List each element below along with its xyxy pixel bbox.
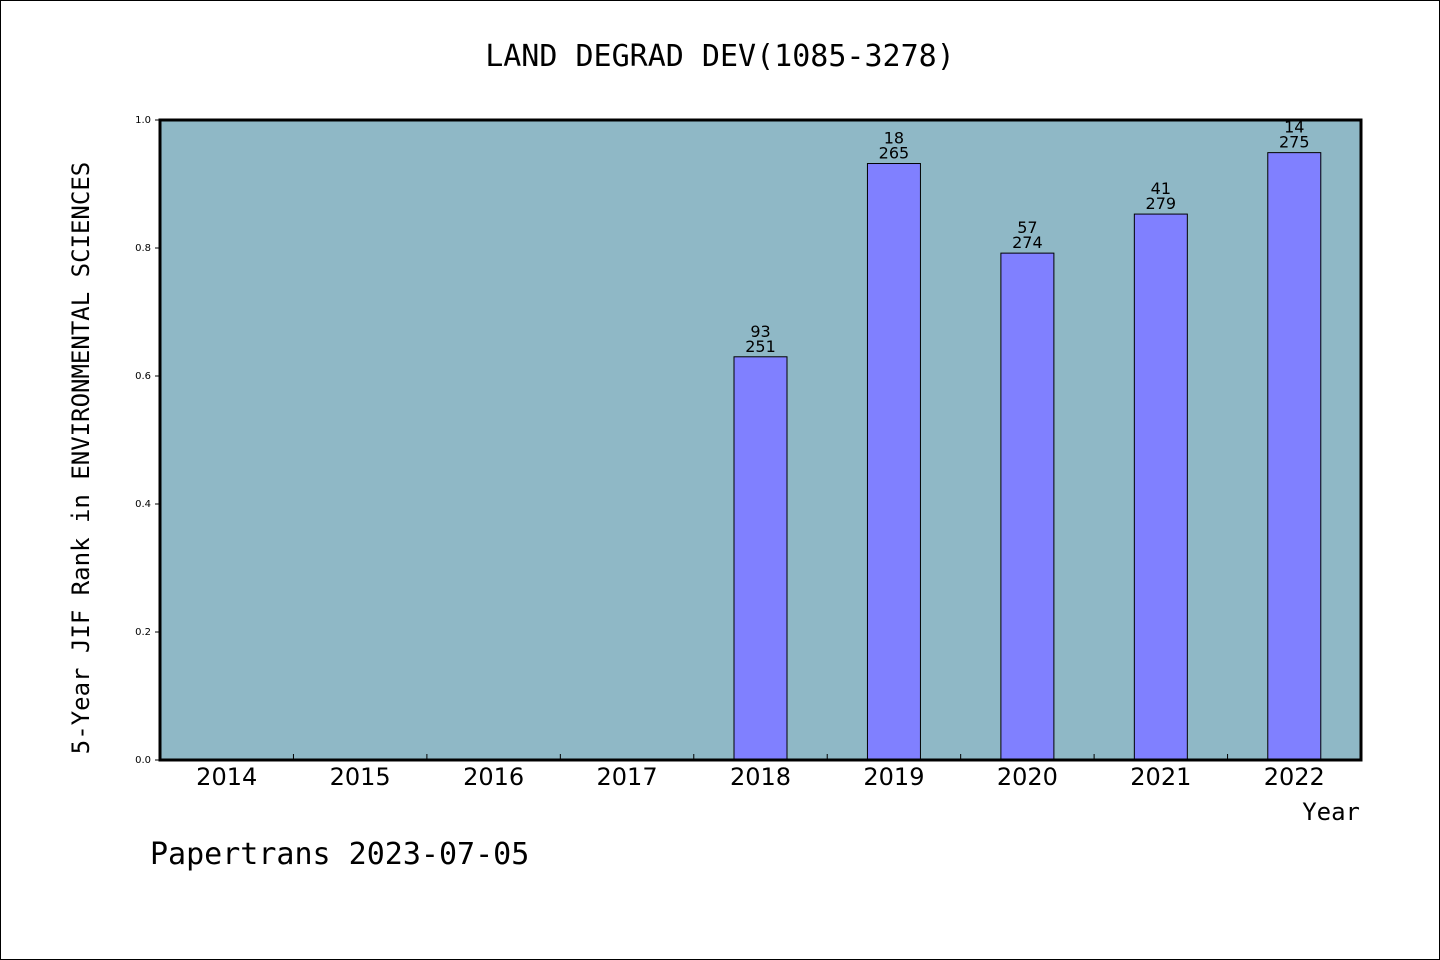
y-tick-label: 0.0 [135,755,151,766]
y-tick-label: 0.4 [135,499,151,510]
plot-border [158,118,1363,762]
bar-rank-label-2020: 57 [1017,218,1037,237]
x-tick-label-2014: 2014 [196,763,257,791]
bar-total-label-2021: 279 [1146,194,1177,213]
bar-rank-label-2019: 18 [884,129,904,148]
bar-2021 [1133,213,1188,761]
y-tick-label: 0.6 [135,371,151,382]
y-tick-label: 1.0 [135,115,151,126]
bar-rank-label-2021: 41 [1151,179,1171,198]
x-tick-label-2020: 2020 [997,763,1058,791]
chart-title: LAND DEGRAD DEV(1085-3278) [485,39,955,74]
footer-source-date: Papertrans 2023-07-05 [150,837,529,872]
bar-2019 [866,163,921,761]
bar-rank-label-2022: 14 [1284,118,1304,137]
y-axis-label: 5-Year JIF Rank in ENVIRONMENTAL SCIENCE… [67,162,95,754]
x-tick-label-2015: 2015 [330,763,391,791]
bar-total-label-2020: 274 [1012,233,1043,252]
x-tick-label-2022: 2022 [1264,763,1325,791]
x-tick-label-2018: 2018 [730,763,791,791]
x-tick-label-2017: 2017 [597,763,658,791]
bar-2020 [1000,252,1055,761]
bar-2022 [1267,152,1322,761]
bar-2018 [733,356,788,761]
x-tick-label-2016: 2016 [463,763,524,791]
bar-total-label-2022: 275 [1279,133,1310,152]
x-axis-label: Year [1302,798,1360,826]
bar-rank-label-2018: 93 [750,322,770,341]
x-tick-label-2021: 2021 [1130,763,1191,791]
y-tick-label: 0.8 [135,243,151,254]
bar-total-label-2019: 265 [879,144,910,163]
y-tick-label: 0.2 [135,627,151,638]
bar-total-label-2018: 251 [745,337,776,356]
x-tick-label-2019: 2019 [863,763,924,791]
